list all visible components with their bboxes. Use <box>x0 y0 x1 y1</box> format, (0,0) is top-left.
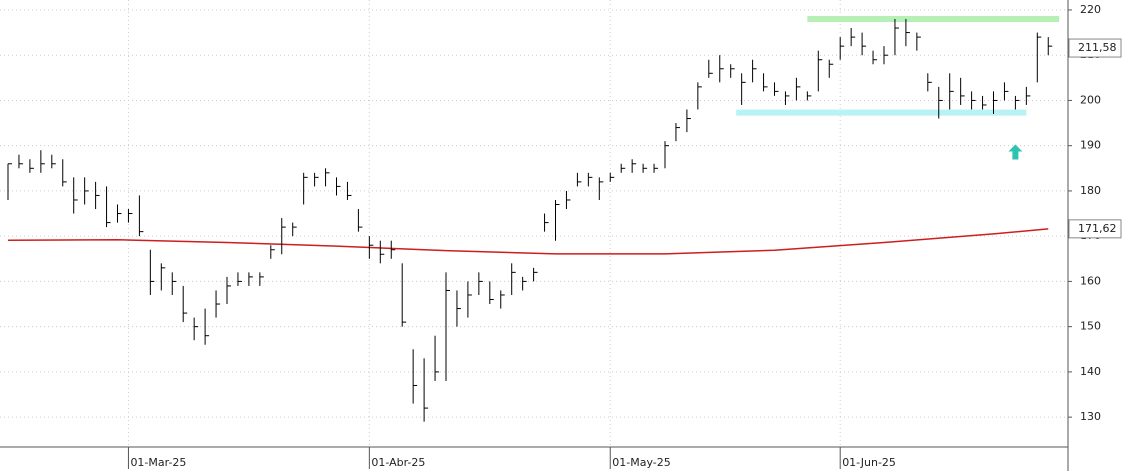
x-tick-label: 01-Abr-25 <box>371 456 425 469</box>
x-tick-label: 01-May-25 <box>612 456 670 469</box>
y-tick-label: 180 <box>1080 184 1101 197</box>
last-value-label: 211,58 <box>1078 41 1117 54</box>
y-tick-label: 200 <box>1080 93 1101 106</box>
last-value-box <box>1068 219 1122 239</box>
y-tick-label: 160 <box>1080 274 1101 287</box>
x-tick-label: 01-Jun-25 <box>842 456 896 469</box>
y-tick-label: 140 <box>1080 365 1101 378</box>
y-tick-label: 130 <box>1080 410 1101 423</box>
x-tick-label: 01-Mar-25 <box>130 456 186 469</box>
y-tick-label: 150 <box>1080 320 1101 333</box>
last-value-box <box>1068 38 1122 58</box>
last-value-label: 171,62 <box>1078 222 1117 235</box>
arrow <box>1008 144 1023 160</box>
y-tick-label: 220 <box>1080 3 1101 16</box>
y-tick-label: 190 <box>1080 139 1101 152</box>
moving-average <box>7 228 1049 255</box>
